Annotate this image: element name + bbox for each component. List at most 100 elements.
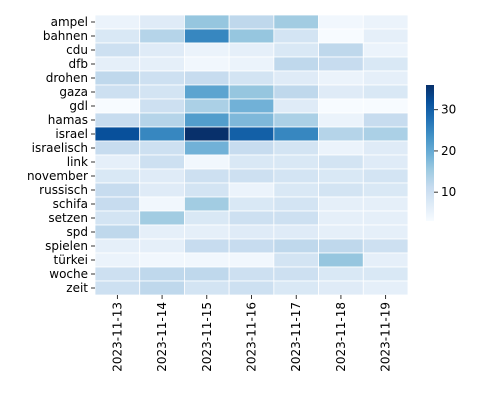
colorbar-tick-label: 10: [441, 185, 456, 199]
heatmap-cell-spd-2023-11-17: [273, 224, 319, 240]
colorbar-tick-label: 20: [441, 144, 456, 158]
heatmap-cell-spielen-2023-11-15: [184, 238, 230, 254]
x-tick-label: 2023-11-13: [110, 302, 124, 372]
heatmap-cell-zeit-2023-11-17: [273, 280, 319, 296]
heatmap-cell-türkei-2023-11-19: [362, 252, 409, 268]
x-tick-label: 2023-11-15: [200, 302, 214, 372]
heatmap-cell-gaza-2023-11-14: [139, 84, 185, 100]
heatmap-cell-dfb-2023-11-16: [228, 56, 275, 72]
heatmap-cell-zeit-2023-11-14: [139, 280, 185, 296]
heatmap-cell-ampel-2023-11-19: [362, 14, 409, 30]
heatmap-cell-gaza-2023-11-15: [184, 84, 230, 100]
heatmap-cell-israel-2023-11-15: [184, 126, 230, 142]
heatmap-cell-israel-2023-11-14: [139, 126, 185, 142]
heatmap-cell-spielen-2023-11-16: [228, 238, 275, 254]
heatmap-cell-spielen-2023-11-19: [362, 238, 409, 254]
heatmap-cell-gdl-2023-11-18: [318, 98, 364, 114]
heatmap-cell-november-2023-11-19: [362, 168, 409, 184]
heatmap-cell-schifa-2023-11-14: [139, 196, 185, 212]
y-tick-label: setzen: [48, 211, 88, 225]
heatmap-cell-gdl-2023-11-17: [273, 98, 319, 114]
heatmap-cell-link-2023-11-18: [318, 154, 364, 170]
heatmap-cell-dfb-2023-11-17: [273, 56, 319, 72]
heatmap-cell-setzen-2023-11-16: [228, 210, 275, 226]
heatmap-cell-cdu-2023-11-16: [228, 42, 275, 58]
y-tick-label: bahnen: [43, 29, 88, 43]
x-tick-label: 2023-11-14: [155, 302, 169, 372]
x-tick-label: 2023-11-19: [379, 302, 393, 372]
heatmap-cell-woche-2023-11-13: [94, 266, 141, 282]
heatmap-cell-spd-2023-11-14: [139, 224, 185, 240]
heatmap-cell-cdu-2023-11-18: [318, 42, 364, 58]
heatmap-cell-drohen-2023-11-15: [184, 70, 230, 86]
heatmap-cell-zeit-2023-11-13: [94, 280, 141, 296]
heatmap-cell-november-2023-11-18: [318, 168, 364, 184]
heatmap-cell-gdl-2023-11-19: [362, 98, 409, 114]
heatmap-cell-zeit-2023-11-18: [318, 280, 364, 296]
y-tick-label: woche: [49, 267, 88, 281]
heatmap-cell-gaza-2023-11-13: [94, 84, 141, 100]
heatmap-cell-link-2023-11-14: [139, 154, 185, 170]
heatmap-cell-israelisch-2023-11-16: [228, 140, 275, 156]
heatmap-cell-türkei-2023-11-13: [94, 252, 141, 268]
heatmap-cell-woche-2023-11-16: [228, 266, 275, 282]
heatmap-cell-türkei-2023-11-14: [139, 252, 185, 268]
heatmap-cell-türkei-2023-11-18: [318, 252, 364, 268]
heatmap-cell-gaza-2023-11-18: [318, 84, 364, 100]
heatmap-cell-woche-2023-11-15: [184, 266, 230, 282]
heatmap-cell-bahnen-2023-11-13: [94, 28, 141, 44]
heatmap-cell-hamas-2023-11-17: [273, 112, 319, 128]
heatmap-cell-november-2023-11-15: [184, 168, 230, 184]
heatmap-cell-russisch-2023-11-18: [318, 182, 364, 198]
y-tick-label: spielen: [45, 239, 88, 253]
y-tick-label: spd: [67, 225, 89, 239]
y-tick-label: november: [27, 169, 88, 183]
heatmap-cell-hamas-2023-11-16: [228, 112, 275, 128]
heatmap-cell-setzen-2023-11-14: [139, 210, 185, 226]
heatmap-cell-setzen-2023-11-19: [362, 210, 409, 226]
heatmap-cell-ampel-2023-11-13: [94, 14, 141, 30]
heatmap-cell-ampel-2023-11-18: [318, 14, 364, 30]
heatmap-cell-zeit-2023-11-15: [184, 280, 230, 296]
colorbar-gradient: [426, 85, 434, 221]
heatmap-cell-israelisch-2023-11-17: [273, 140, 319, 156]
y-tick-label: drohen: [46, 71, 88, 85]
heatmap-cell-cdu-2023-11-13: [94, 42, 141, 58]
heatmap-cell-november-2023-11-13: [94, 168, 141, 184]
heatmap-cell-link-2023-11-15: [184, 154, 230, 170]
y-tick-label: israel: [55, 127, 88, 141]
heatmap-cell-gdl-2023-11-13: [94, 98, 141, 114]
heatmap-cell-russisch-2023-11-13: [94, 182, 141, 198]
heatmap-cell-bahnen-2023-11-17: [273, 28, 319, 44]
heatmap-cell-link-2023-11-16: [228, 154, 275, 170]
heatmap-cell-dfb-2023-11-18: [318, 56, 364, 72]
y-tick-label: türkei: [54, 253, 88, 267]
heatmap-cell-zeit-2023-11-16: [228, 280, 275, 296]
heatmap-cell-spd-2023-11-16: [228, 224, 275, 240]
heatmap-cell-türkei-2023-11-15: [184, 252, 230, 268]
heatmap-cell-gaza-2023-11-16: [228, 84, 275, 100]
y-tick-label: russisch: [39, 183, 88, 197]
heatmap-cell-spd-2023-11-19: [362, 224, 409, 240]
heatmap-cell-israelisch-2023-11-15: [184, 140, 230, 156]
heatmap-cell-gdl-2023-11-14: [139, 98, 185, 114]
heatmap-cell-drohen-2023-11-19: [362, 70, 409, 86]
heatmap-cell-november-2023-11-17: [273, 168, 319, 184]
heatmap-cell-bahnen-2023-11-14: [139, 28, 185, 44]
y-tick-label: zeit: [66, 281, 88, 295]
heatmap-cell-dfb-2023-11-13: [94, 56, 141, 72]
heatmap-cell-woche-2023-11-19: [362, 266, 409, 282]
heatmap-cell-schifa-2023-11-15: [184, 196, 230, 212]
heatmap-cell-setzen-2023-11-18: [318, 210, 364, 226]
heatmap-cell-russisch-2023-11-14: [139, 182, 185, 198]
heatmap-cell-gaza-2023-11-19: [362, 84, 409, 100]
y-tick-label: schifa: [53, 197, 88, 211]
heatmap-cell-drohen-2023-11-14: [139, 70, 185, 86]
heatmap-cell-russisch-2023-11-19: [362, 182, 409, 198]
heatmap-cell-dfb-2023-11-14: [139, 56, 185, 72]
heatmap-cell-spielen-2023-11-17: [273, 238, 319, 254]
heatmap-cell-dfb-2023-11-19: [362, 56, 409, 72]
heatmap-cell-zeit-2023-11-19: [362, 280, 409, 296]
x-tick-labels: 2023-11-13 2023-11-14 2023-11-15 2023-11-16…: [110, 295, 393, 372]
colorbar: 10 20 30: [426, 85, 456, 221]
